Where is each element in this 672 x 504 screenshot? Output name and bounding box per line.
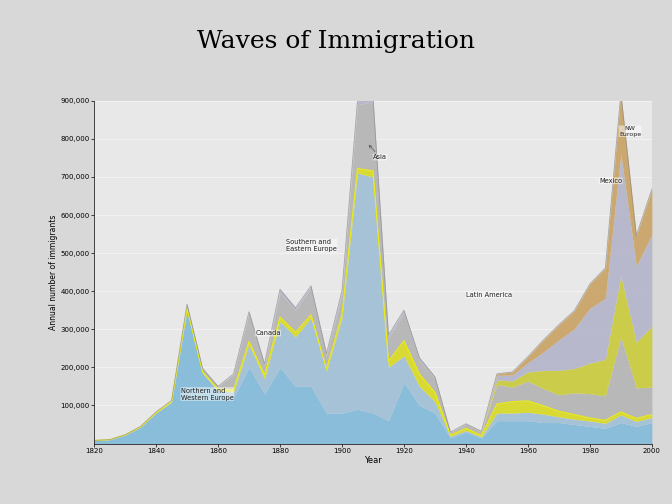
- Text: Canada: Canada: [255, 330, 281, 336]
- Text: Asia: Asia: [369, 145, 387, 160]
- Y-axis label: Annual number of immigrants: Annual number of immigrants: [49, 215, 58, 330]
- X-axis label: Year: Year: [364, 457, 382, 466]
- Text: Waves of Immigration: Waves of Immigration: [197, 30, 475, 53]
- Text: Southern and
Eastern Europe: Southern and Eastern Europe: [286, 239, 337, 252]
- Text: NW
Europe: NW Europe: [619, 126, 641, 137]
- Text: Northern and
Western Europe: Northern and Western Europe: [181, 388, 234, 401]
- Text: Latin America: Latin America: [466, 292, 512, 298]
- Text: Mexico: Mexico: [599, 178, 622, 184]
